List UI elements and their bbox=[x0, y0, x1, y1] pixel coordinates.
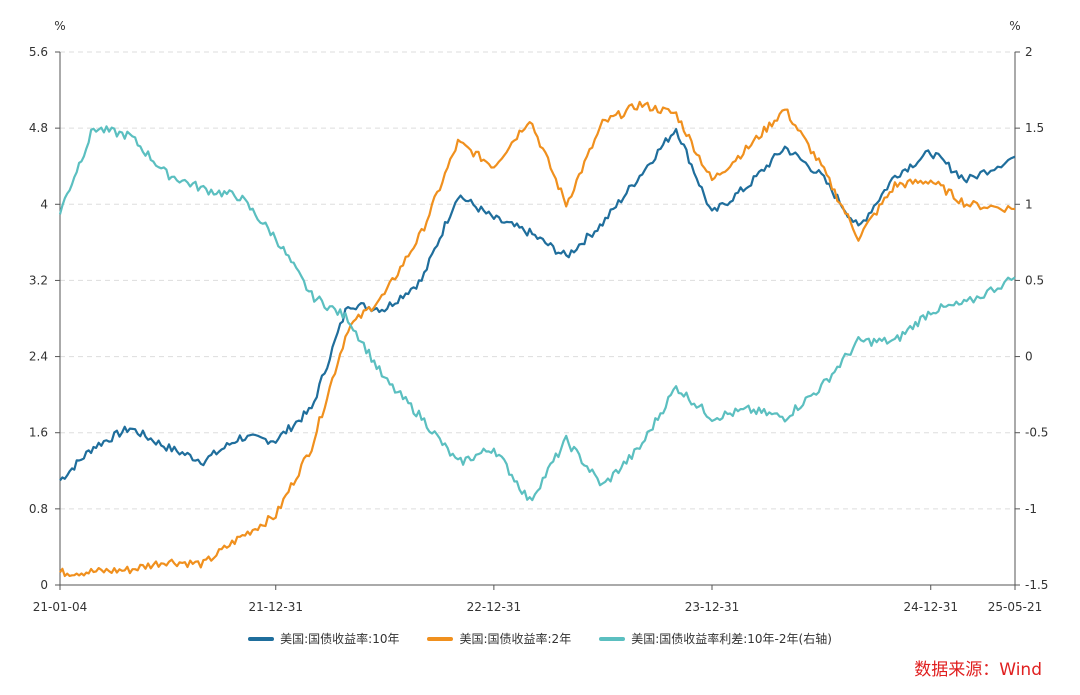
legend-swatch-spread bbox=[599, 636, 626, 641]
legend-label-10y: 美国:国债收益率:10年 bbox=[280, 632, 400, 646]
x-tick-label: 21-01-04 bbox=[33, 600, 87, 614]
right-tick-label: 0.5 bbox=[1025, 273, 1044, 287]
right-tick-label: 2 bbox=[1025, 45, 1033, 59]
x-tick-label: 25-05-21 bbox=[988, 600, 1042, 614]
legend-item-2y: 美国:国债收益率:2年 bbox=[427, 630, 571, 647]
series-line-2 bbox=[58, 125, 1016, 502]
legend: 美国:国债收益率:10年 美国:国债收益率:2年 美国:国债收益率利差:10年-… bbox=[0, 630, 1080, 647]
left-tick-label: 4 bbox=[40, 197, 48, 211]
right-tick-label: -1.5 bbox=[1025, 578, 1048, 592]
legend-swatch-2y bbox=[427, 636, 454, 641]
left-tick-label: 1.6 bbox=[29, 426, 48, 440]
legend-label-spread: 美国:国债收益率利差:10年-2年(右轴) bbox=[631, 632, 832, 646]
series-line-0 bbox=[59, 128, 1016, 482]
right-tick-label: 1.5 bbox=[1025, 121, 1044, 135]
left-unit-label: % bbox=[54, 19, 65, 33]
right-tick-label: 0 bbox=[1025, 350, 1033, 364]
x-tick-label: 22-12-31 bbox=[467, 600, 521, 614]
left-tick-label: 4.8 bbox=[29, 121, 48, 135]
legend-label-2y: 美国:国债收益率:2年 bbox=[459, 632, 572, 646]
chart-area: 0 0.8 1.6 2.4 3.2 4 4.8 5.6 -1.5 -1 -0.5 0 0.5 1 1.5 2%… bbox=[29, 19, 1049, 614]
left-tick-label: 3.2 bbox=[29, 273, 48, 287]
left-tick-label: 0 bbox=[40, 578, 48, 592]
legend-item-10y: 美国:国债收益率:10年 bbox=[248, 630, 399, 647]
left-tick-label: 5.6 bbox=[29, 45, 48, 59]
x-tick-label: 24-12-31 bbox=[904, 600, 958, 614]
legend-swatch-10y bbox=[248, 636, 275, 641]
left-tick-label: 2.4 bbox=[29, 350, 48, 364]
left-tick-label: 0.8 bbox=[29, 502, 48, 516]
x-tick-label: 21-12-31 bbox=[249, 600, 303, 614]
source-note: 数据来源：Wind bbox=[914, 660, 1042, 680]
right-tick-label: -1 bbox=[1025, 502, 1037, 516]
right-tick-label: 1 bbox=[1025, 197, 1033, 211]
x-tick-label: 23-12-31 bbox=[685, 600, 739, 614]
right-unit-label: % bbox=[1009, 19, 1020, 33]
right-tick-label: -0.5 bbox=[1025, 426, 1048, 440]
legend-item-spread: 美国:国债收益率利差:10年-2年(右轴) bbox=[599, 630, 832, 647]
series-line-1 bbox=[59, 100, 1016, 578]
